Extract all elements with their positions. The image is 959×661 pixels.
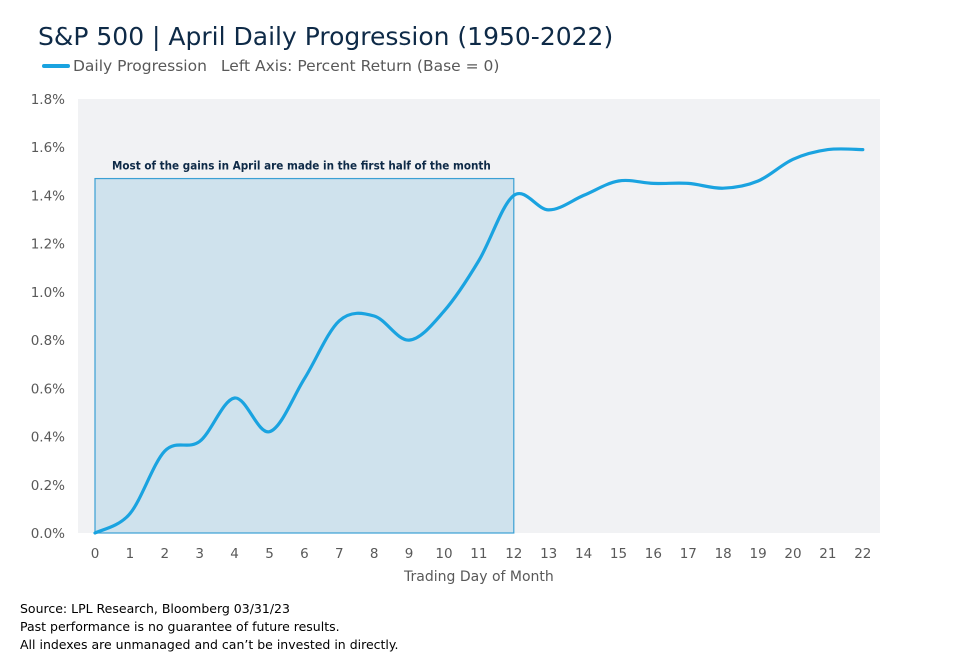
- annotation-text: Most of the gains in April are made in t…: [112, 159, 491, 173]
- disclaimer-indexes: All indexes are unmanaged and can’t be i…: [20, 637, 399, 652]
- x-tick-label: 4: [230, 546, 239, 562]
- x-tick-label: 18: [715, 546, 732, 562]
- x-tick-label: 16: [645, 546, 662, 562]
- y-tick-label: 1.8%: [31, 92, 65, 108]
- x-tick-label: 0: [91, 546, 100, 562]
- y-tick-label: 0.0%: [31, 526, 65, 542]
- y-tick-label: 0.6%: [31, 381, 65, 397]
- x-tick-label: 2: [161, 546, 170, 562]
- legend-series-label: Daily Progression: [73, 57, 207, 75]
- x-axis-label: Trading Day of Month: [403, 569, 554, 585]
- y-tick-label: 1.0%: [31, 285, 65, 301]
- x-tick-label: 3: [195, 546, 204, 562]
- y-tick-label: 0.4%: [31, 430, 65, 446]
- y-tick-label: 1.2%: [31, 237, 65, 253]
- source-note: Source: LPL Research, Bloomberg 03/31/23: [20, 601, 290, 616]
- footer: Source: LPL Research, Bloomberg 03/31/23…: [20, 600, 399, 654]
- x-tick-label: 6: [300, 546, 309, 562]
- x-tick-label: 13: [540, 546, 557, 562]
- x-tick-label: 15: [610, 546, 627, 562]
- x-tick-label: 11: [470, 546, 487, 562]
- x-tick-label: 19: [750, 546, 767, 562]
- chart-title: S&P 500 | April Daily Progression (1950-…: [38, 22, 614, 51]
- x-tick-label: 1: [126, 546, 135, 562]
- x-tick-label: 5: [265, 546, 274, 562]
- x-tick-label: 8: [370, 546, 379, 562]
- line-chart: Most of the gains in April are made in t…: [31, 92, 880, 585]
- y-tick-label: 0.8%: [31, 333, 65, 349]
- y-axis-ticks: 0.0% 0.2% 0.4% 0.6% 0.8% 1.0% 1.2% 1.4% 1.6% 1.8%: [31, 92, 65, 542]
- x-tick-label: 9: [405, 546, 414, 562]
- disclaimer-performance: Past performance is no guarantee of futu…: [20, 619, 340, 634]
- legend-line-swatch: [42, 64, 70, 68]
- x-tick-label: 21: [819, 546, 836, 562]
- legend: Daily Progression Left Axis: Percent Ret…: [42, 57, 499, 75]
- series-line-daily-progression: [93, 147, 865, 535]
- x-tick-label: 17: [680, 546, 697, 562]
- legend-axis-note: Left Axis: Percent Return (Base = 0): [220, 57, 500, 75]
- x-tick-label: 14: [575, 546, 592, 562]
- y-tick-label: 1.4%: [31, 188, 65, 204]
- x-tick-label: 10: [435, 546, 452, 562]
- x-tick-label: 12: [505, 546, 522, 562]
- x-tick-label: 7: [335, 546, 344, 562]
- y-tick-label: 0.2%: [31, 478, 65, 494]
- x-tick-label: 22: [854, 546, 871, 562]
- x-tick-label: 20: [784, 546, 801, 562]
- y-tick-label: 1.6%: [31, 140, 65, 156]
- annotation-box: [94, 177, 515, 534]
- x-axis-ticks: 0 1 2 3 4 5 6 7 8 9 10 11 12 13 14 15 16 17 18 19 20 21 22: [91, 546, 872, 562]
